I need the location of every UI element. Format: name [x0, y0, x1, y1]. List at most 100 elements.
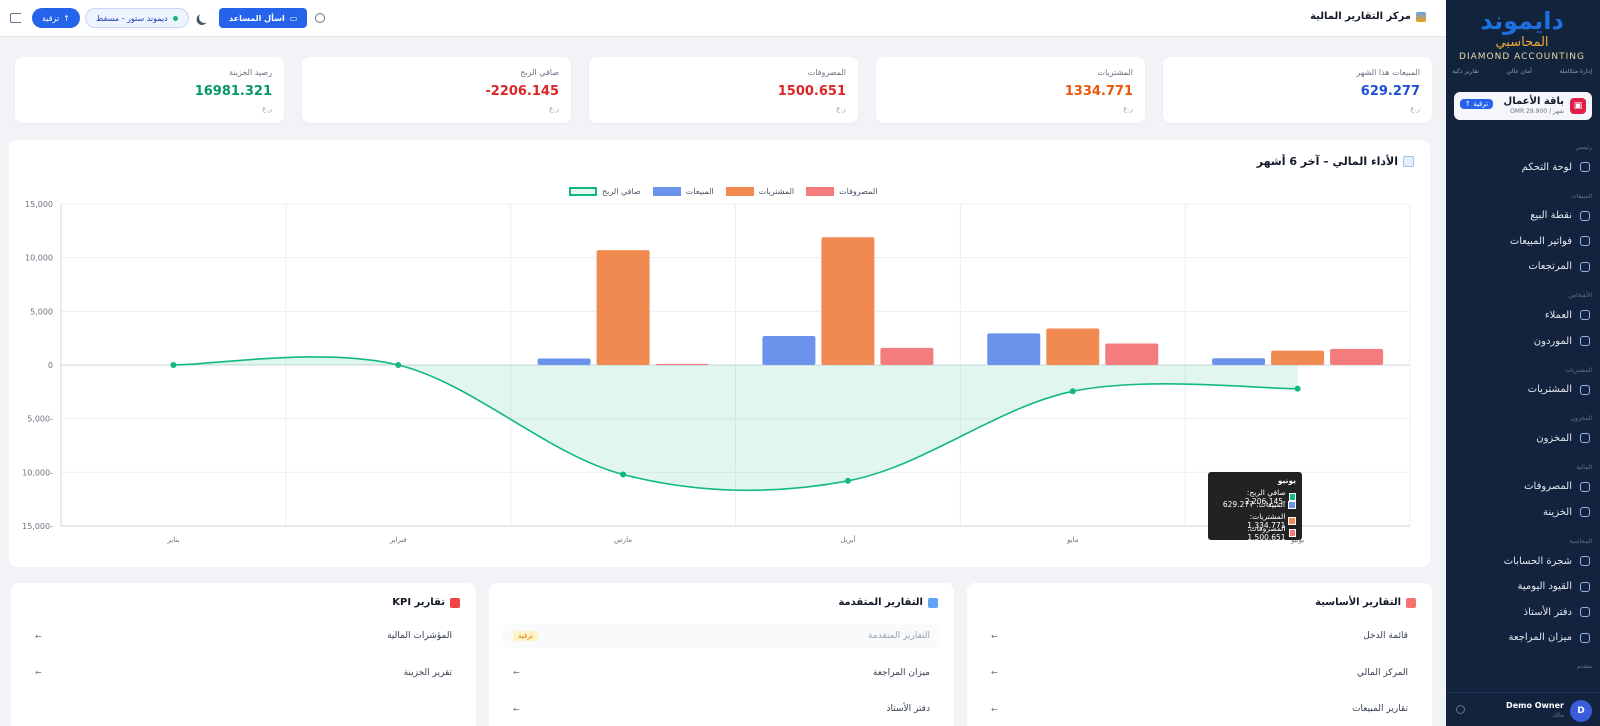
legend-item[interactable]: المشتريات — [725, 187, 794, 196]
ask-assistant-button[interactable]: ▭ اسأل المساعد — [219, 8, 308, 28]
net-profit-point[interactable] — [1069, 388, 1076, 395]
y-tick-label: 15,000 — [25, 200, 53, 209]
sidebar-item[interactable]: القيود اليومية — [1446, 577, 1600, 597]
user-icon[interactable] — [1456, 705, 1465, 714]
sidebar-item[interactable]: العملاء — [1446, 305, 1600, 325]
stat-card[interactable]: المشتريات 1334.771 ر.ع — [876, 57, 1145, 123]
report-icon — [450, 597, 460, 608]
nav-icon — [1580, 336, 1590, 346]
net-profit-point[interactable] — [1294, 385, 1301, 392]
stat-card[interactable]: المبيعات هذا الشهر 629.277 ر.ع — [1163, 57, 1432, 123]
chart-bar[interactable] — [655, 363, 709, 365]
sidebar-item-label: الموردون — [1533, 335, 1572, 347]
stat-unit: ر.ع — [1410, 105, 1420, 113]
report-row[interactable]: التقارير المتقدمة ترقية — [503, 624, 940, 648]
report-card: تقارير KPI المؤشرات المالية ← تقرير الخزينة… — [11, 583, 476, 726]
upgrade-badge: ترقية — [513, 631, 539, 641]
net-profit-point[interactable] — [844, 477, 851, 484]
legend-item[interactable]: المبيعات — [652, 187, 714, 196]
chart-bar[interactable] — [1046, 328, 1100, 365]
plan-upgrade-button[interactable]: ترقية ↑ — [1460, 99, 1494, 109]
sidebar-item[interactable]: المخزون — [1446, 428, 1600, 448]
ask-assistant-label: اسأل المساعد — [229, 13, 285, 23]
chart-bar[interactable] — [880, 347, 934, 365]
net-profit-point[interactable] — [395, 362, 402, 368]
net-profit-area — [173, 356, 1298, 491]
stat-card[interactable]: رصيد الخزينة 16981.321 ر.ع — [15, 57, 284, 123]
legend-item[interactable]: المصروفات — [806, 187, 877, 196]
sidebar-item[interactable]: ميزان المراجعة — [1446, 628, 1600, 648]
upgrade-button[interactable]: ↑ ترقية — [32, 8, 80, 28]
chart-bar[interactable] — [1105, 343, 1159, 365]
user-profile[interactable]: D Demo Owner مالك — [1446, 692, 1600, 726]
report-row[interactable]: ميزان المراجعة ← — [503, 661, 940, 685]
report-row[interactable]: قائمة الدخل ← — [981, 624, 1418, 648]
logout-icon[interactable] — [10, 13, 21, 23]
trend-icon — [1403, 156, 1414, 167]
tooltip-row: المشتريات: 1,334.771 — [1214, 512, 1296, 530]
sidebar-item[interactable]: نقطة البيع — [1446, 206, 1600, 226]
status-dot — [172, 15, 178, 21]
report-row[interactable]: دفتر الأستاذ ← — [503, 697, 940, 721]
page-title-text: مركز التقارير المالية — [1310, 11, 1411, 22]
report-row[interactable]: المؤشرات المالية ← — [25, 624, 462, 648]
chart-canvas[interactable]: 15,000 10,000 5,000 0 5,000- 10,000- 15,000- ين… — [9, 140, 1430, 567]
tooltip-swatch — [1288, 500, 1296, 509]
sidebar-item[interactable]: لوحة التحكم — [1446, 157, 1600, 177]
store-selector[interactable]: ديموند ستور - مسقط — [85, 8, 189, 28]
chart-bar[interactable] — [537, 358, 591, 365]
chart-bar[interactable] — [1271, 350, 1325, 365]
y-tick-label: 5,000 — [30, 307, 53, 316]
check-circle-icon[interactable] — [315, 13, 325, 23]
report-row-label: تقرير الخزينة — [403, 667, 452, 678]
report-row-label: ميزان المراجعة — [872, 667, 930, 678]
tooltip-swatch — [1288, 529, 1296, 537]
report-row[interactable]: تقرير الخزينة ← — [25, 661, 462, 685]
net-profit-point[interactable] — [620, 471, 627, 478]
nav-section-label: المحاسبة — [1569, 538, 1592, 545]
store-name: ديموند ستور - مسقط — [96, 13, 168, 23]
report-row-label: المؤشرات المالية — [387, 631, 452, 641]
stat-card[interactable]: صافي الربح -2206.145 ر.ع — [302, 57, 571, 123]
chart-bar[interactable] — [821, 237, 875, 365]
report-row[interactable]: المركز المالي ← — [981, 661, 1418, 685]
nav-icon — [1580, 556, 1590, 566]
logo-text: دايموند — [1480, 7, 1564, 35]
chart-bar[interactable] — [987, 333, 1041, 365]
chart-bar[interactable] — [762, 336, 816, 365]
app-logo[interactable]: دايموند المحاسبي DIAMOND ACCOUNTING — [1452, 4, 1592, 80]
chart-bar[interactable] — [1330, 348, 1384, 365]
arrow-left-icon: ← — [513, 704, 520, 714]
legend-label: المبيعات — [685, 187, 714, 196]
y-tick-label: 10,000 — [25, 254, 53, 263]
sidebar-item[interactable]: الموردون — [1446, 331, 1600, 351]
nav-icon — [1580, 384, 1590, 395]
report-card: التقارير الأساسية قائمة الدخل ← المركز الما… — [967, 583, 1432, 726]
sidebar-item[interactable]: المرتجعات — [1446, 257, 1600, 277]
sidebar-item[interactable]: المصروفات — [1446, 477, 1600, 497]
chart-bar[interactable] — [1212, 358, 1266, 365]
report-card-title: تقارير KPI — [392, 597, 460, 608]
sidebar-item[interactable]: دفتر الأستاذ — [1446, 602, 1600, 622]
net-profit-point[interactable] — [170, 362, 177, 368]
sidebar-item[interactable]: فواتير المبيعات — [1446, 231, 1600, 251]
stat-card[interactable]: المصروفات 1500.651 ر.ع — [589, 57, 858, 123]
user-role: مالك — [1552, 712, 1564, 719]
report-row-label: تقارير المبيعات — [1352, 704, 1408, 714]
sidebar-item[interactable]: المشتريات — [1446, 380, 1600, 400]
sidebar-item-label: شجرة الحسابات — [1503, 555, 1572, 567]
report-row-label: المركز المالي — [1357, 667, 1408, 678]
legend-item[interactable]: صافي الربح — [569, 187, 641, 196]
plan-card[interactable]: ▣ باقة الأعمال OMR 29.900 / شهر ترقية ↑ — [1454, 92, 1592, 120]
report-row[interactable]: تقارير المبيعات ← — [981, 697, 1418, 721]
chart-bar[interactable] — [596, 250, 650, 365]
sidebar-item[interactable]: الخزينة — [1446, 502, 1600, 522]
nav-icon — [1580, 261, 1590, 272]
sidebar-item[interactable]: شجرة الحسابات — [1446, 551, 1600, 571]
arrow-left-icon: ← — [35, 631, 42, 641]
tooltip-label: المصروفات: 1,500.651 — [1247, 524, 1286, 542]
y-tick-label: 15,000- — [22, 522, 53, 531]
sidebar-item-label: المشتريات — [1527, 384, 1572, 396]
legend-swatch — [652, 187, 681, 196]
dark-mode-icon[interactable] — [197, 10, 211, 24]
